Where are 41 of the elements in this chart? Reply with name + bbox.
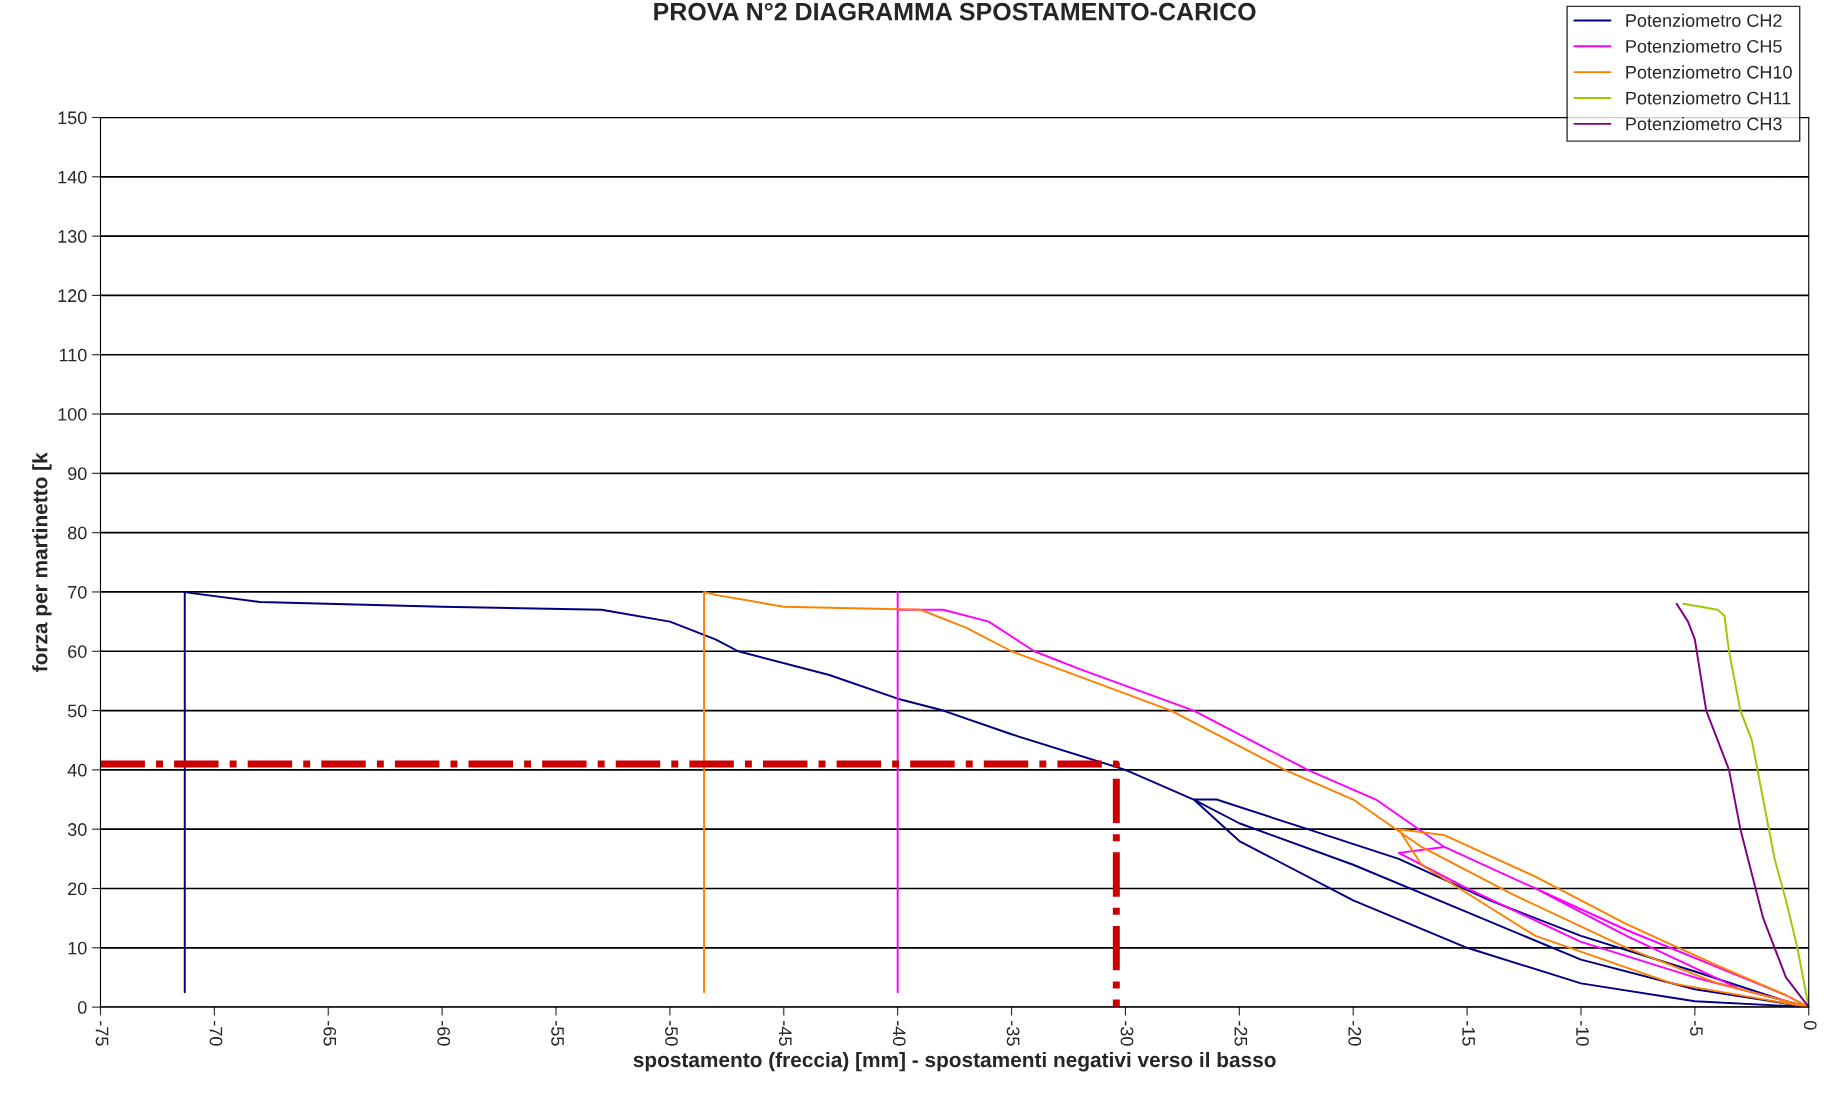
y-tick-label: 70 [68, 585, 87, 599]
y-tick-label: 50 [67, 704, 87, 718]
x-tick-label: -20 [1348, 1021, 1362, 1046]
y-tick-label: 130 [58, 230, 87, 243]
y-tick-label: 140 [58, 170, 87, 184]
x-tick-label: -60 [437, 1021, 451, 1046]
y-tick-label: 100 [58, 407, 87, 421]
line-series [703, 590, 1809, 1008]
y-tick-label: 60 [68, 645, 87, 658]
x-tick-label: 0 [1803, 1021, 1817, 1030]
y-tick-label: 110 [59, 348, 87, 362]
x-tick-label: -70 [209, 1021, 223, 1046]
y-tick-label: 90 [68, 467, 87, 481]
legend-label: Potenziometro CH11 [1626, 91, 1791, 105]
y-tick-label: 0 [77, 1001, 87, 1014]
y-axis-title: forza per martinetto [k [32, 452, 52, 672]
x-tick-label: -15 [1462, 1021, 1475, 1046]
y-tick-label: 80 [67, 526, 87, 540]
y-tick-label: 40 [67, 763, 87, 777]
y-tick-label: 30 [67, 823, 87, 836]
x-tick-label: -35 [1006, 1021, 1020, 1046]
y-tick-label: 150 [58, 111, 87, 125]
x-tick-label: -75 [95, 1021, 109, 1046]
legend-label: Potenziometro CH2 [1626, 13, 1782, 27]
x-tick-label: -10 [1576, 1021, 1589, 1046]
x-tick-label: -45 [778, 1021, 792, 1046]
legend-label: Potenziometro CH10 [1626, 65, 1792, 79]
y-tick-label: 20 [68, 882, 87, 896]
x-tick-label: -25 [1234, 1021, 1248, 1046]
x-tick-label: -5 [1690, 1021, 1703, 1036]
legend-label: Potenziometro CH5 [1626, 39, 1782, 53]
x-tick-label: -55 [551, 1021, 564, 1046]
y-tick-label: 120 [58, 289, 87, 303]
chart-title: PROVA N°2 DIAGRAMMA SPOSTAMENTO-CARICO [654, 2, 1256, 21]
x-tick-label: -40 [892, 1021, 906, 1046]
x-tick-label: -50 [665, 1021, 678, 1046]
y-tick-label: 10 [68, 941, 87, 955]
x-tick-label: -65 [323, 1021, 337, 1046]
legend-label: Potenziometro CH3 [1626, 117, 1782, 131]
x-tick-label: -30 [1120, 1021, 1134, 1046]
x-axis-title: spostamento (freccia) [mm] - spostamenti negativi verso il basso [633, 1051, 1276, 1072]
